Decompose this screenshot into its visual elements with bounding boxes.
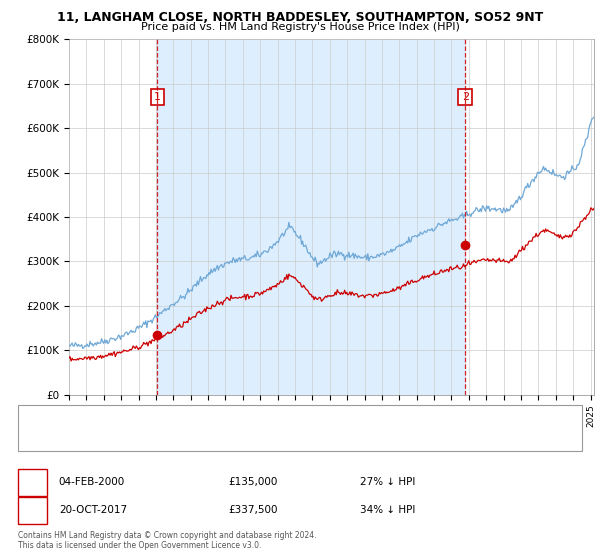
Text: 11, LANGHAM CLOSE, NORTH BADDESLEY, SOUTHAMPTON, SO52 9NT: 11, LANGHAM CLOSE, NORTH BADDESLEY, SOUT… (57, 11, 543, 24)
Text: Contains HM Land Registry data © Crown copyright and database right 2024.
This d: Contains HM Land Registry data © Crown c… (18, 531, 317, 550)
Text: 2: 2 (29, 505, 36, 515)
Text: Price paid vs. HM Land Registry's House Price Index (HPI): Price paid vs. HM Land Registry's House … (140, 22, 460, 32)
Bar (157, 39, 466, 395)
Text: £337,500: £337,500 (228, 505, 277, 515)
Text: 1: 1 (29, 477, 36, 487)
Text: 11, LANGHAM CLOSE, NORTH BADDESLEY, SOUTHAMPTON, SO52 9NT (detached house): 11, LANGHAM CLOSE, NORTH BADDESLEY, SOUT… (66, 414, 437, 423)
Text: 27% ↓ HPI: 27% ↓ HPI (360, 477, 415, 487)
Text: 34% ↓ HPI: 34% ↓ HPI (360, 505, 415, 515)
Text: 1: 1 (154, 92, 161, 102)
Text: 04-FEB-2000: 04-FEB-2000 (59, 477, 125, 487)
Text: 2: 2 (462, 92, 469, 102)
Text: 20-OCT-2017: 20-OCT-2017 (59, 505, 127, 515)
Text: £135,000: £135,000 (228, 477, 277, 487)
Text: HPI: Average price, detached house, Test Valley: HPI: Average price, detached house, Test… (66, 432, 266, 441)
